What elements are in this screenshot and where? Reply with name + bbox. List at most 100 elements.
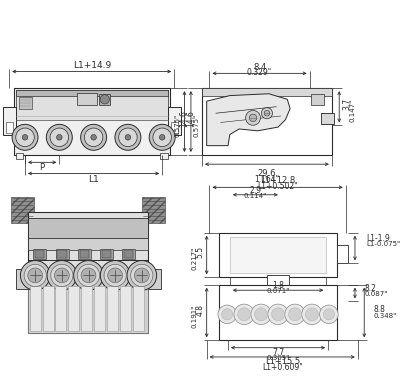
Circle shape <box>51 264 73 286</box>
Bar <box>33 250 46 259</box>
Bar <box>14 88 170 155</box>
Text: 0.147": 0.147" <box>349 99 355 122</box>
Text: 8.2: 8.2 <box>364 284 376 293</box>
Circle shape <box>246 111 260 125</box>
Text: P: P <box>40 163 45 172</box>
Text: 29.6: 29.6 <box>258 169 276 178</box>
Circle shape <box>100 95 109 104</box>
Bar <box>230 237 326 273</box>
Circle shape <box>234 304 254 324</box>
Circle shape <box>302 304 322 324</box>
Circle shape <box>20 261 50 290</box>
Text: 0.114": 0.114" <box>244 193 267 199</box>
Bar <box>28 218 148 238</box>
Bar <box>3 107 16 134</box>
Text: L1+14.9: L1+14.9 <box>73 61 111 70</box>
Bar <box>28 212 148 333</box>
Bar <box>80 250 89 258</box>
Bar <box>202 88 332 96</box>
Circle shape <box>149 124 175 150</box>
Text: 7.7: 7.7 <box>272 348 284 357</box>
Bar <box>77 93 97 105</box>
Text: L1+0.502": L1+0.502" <box>257 182 298 191</box>
Bar <box>157 132 168 143</box>
Text: 0.305": 0.305" <box>266 355 290 361</box>
Bar <box>28 282 148 333</box>
Text: 0.217": 0.217" <box>192 247 198 270</box>
Circle shape <box>323 309 334 320</box>
Text: 0.329": 0.329" <box>247 68 272 77</box>
Circle shape <box>131 264 153 286</box>
Circle shape <box>115 124 141 150</box>
Circle shape <box>306 308 318 321</box>
Text: 1.8: 1.8 <box>272 281 284 290</box>
Circle shape <box>108 268 122 283</box>
Bar <box>54 132 65 143</box>
Circle shape <box>91 134 96 140</box>
Polygon shape <box>207 94 290 146</box>
Bar <box>170 122 178 133</box>
Circle shape <box>272 308 284 321</box>
Bar <box>6 122 13 133</box>
Bar <box>133 286 144 331</box>
Circle shape <box>22 134 28 140</box>
Circle shape <box>160 134 165 140</box>
Bar <box>58 250 67 258</box>
Bar <box>18 98 32 109</box>
Text: 8.8: 8.8 <box>374 305 385 314</box>
Bar <box>267 275 289 285</box>
Circle shape <box>100 261 130 290</box>
Circle shape <box>77 264 100 286</box>
Text: L1+15.5: L1+15.5 <box>265 357 300 366</box>
Text: 14.6: 14.6 <box>186 110 196 127</box>
Bar <box>124 250 134 258</box>
Bar <box>321 113 334 124</box>
Text: L1-0.075": L1-0.075" <box>366 241 400 247</box>
Circle shape <box>28 268 43 283</box>
Bar <box>219 233 337 277</box>
Bar <box>312 94 324 105</box>
Text: 0.191": 0.191" <box>192 305 198 328</box>
Text: 0.071": 0.071" <box>266 288 290 294</box>
Bar <box>120 286 131 331</box>
Circle shape <box>125 134 131 140</box>
Circle shape <box>50 128 68 147</box>
Text: 0.348": 0.348" <box>374 313 397 319</box>
Bar <box>68 286 79 331</box>
Circle shape <box>119 128 137 147</box>
Bar <box>78 250 91 259</box>
Text: L1-1.9: L1-1.9 <box>366 234 390 243</box>
Circle shape <box>238 308 251 321</box>
Text: L1+0.609": L1+0.609" <box>262 362 302 372</box>
Circle shape <box>46 124 72 150</box>
Text: 14.6: 14.6 <box>179 110 188 127</box>
Text: 8.4: 8.4 <box>253 63 266 72</box>
Bar <box>168 107 181 134</box>
Text: L1: L1 <box>88 174 99 184</box>
Circle shape <box>16 128 34 147</box>
Circle shape <box>255 308 268 321</box>
Circle shape <box>268 304 288 324</box>
Bar <box>16 153 23 159</box>
Circle shape <box>74 261 103 290</box>
Text: 2.9: 2.9 <box>249 185 261 195</box>
Circle shape <box>81 268 96 283</box>
Bar <box>20 132 30 143</box>
Bar <box>14 88 170 96</box>
Bar <box>102 250 111 258</box>
Bar <box>42 286 54 331</box>
Bar <box>122 250 135 259</box>
Bar <box>35 250 44 258</box>
Circle shape <box>288 308 302 321</box>
Bar <box>56 250 68 259</box>
Bar <box>94 286 105 331</box>
Text: L1+12.8: L1+12.8 <box>260 176 295 185</box>
Bar <box>81 286 92 331</box>
Circle shape <box>54 268 69 283</box>
Text: 5.5: 5.5 <box>196 246 205 258</box>
Text: 4.8: 4.8 <box>196 304 205 316</box>
Circle shape <box>104 264 126 286</box>
Text: 0.575": 0.575" <box>174 114 180 137</box>
Bar <box>142 197 165 223</box>
Bar <box>99 94 110 105</box>
